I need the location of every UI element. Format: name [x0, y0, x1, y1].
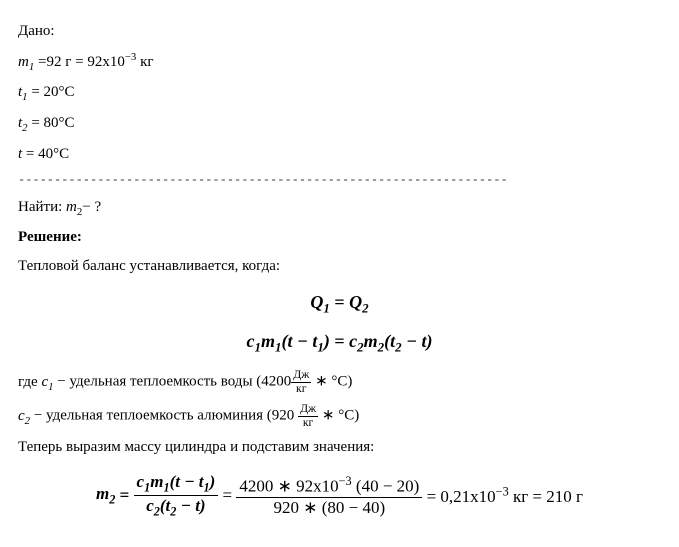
balance-sentence: Тепловой баланс устанавливается, когда: [18, 256, 661, 278]
equation-final: m2 = c1m1(t − t1) c2(t2 − t) = 4200 ∗ 92… [18, 472, 661, 519]
find-suffix: − ? [82, 199, 101, 215]
q2: Q2 [349, 292, 368, 312]
given-m1: m1 =92 г = 92х10−3 кг [18, 50, 661, 76]
c2-var: c2 [18, 408, 30, 424]
eq2-lhs: c1m1(t − t1) [246, 331, 334, 351]
eq-sign-1: = [330, 292, 349, 312]
m1-exp: −3 [125, 51, 137, 63]
c2-line: c2 − удельная теплоемкость алюминия (920… [18, 403, 661, 430]
eq2-rhs: c2m2(t2 − t) [349, 331, 432, 351]
final-symbolic-frac: c1m1(t − t1) c2(t2 − t) [134, 472, 219, 519]
given-t1: t1 = 20°C [18, 82, 661, 106]
given-t2: t2 = 80°C [18, 113, 661, 137]
solution-label: Решение: [18, 227, 661, 249]
t2-value: = 80°C [28, 115, 75, 131]
c1-pre: где [18, 374, 41, 390]
divider: ----------------------------------------… [18, 172, 661, 189]
t-value: = 40°C [22, 146, 69, 162]
final-lhs: m2 [96, 484, 115, 503]
c1-tail: ∗ °C) [311, 374, 352, 390]
eq-sign-2: = [334, 331, 349, 351]
var-t1: t1 [18, 84, 28, 100]
c1-mid: − удельная теплоемкость воды (4200 [54, 374, 292, 390]
c2-mid: − удельная теплоемкость алюминия (920 [30, 407, 298, 423]
final-numeric-frac: 4200 ∗ 92х10−3 (40 − 20) 920 ∗ (80 − 40) [236, 474, 422, 518]
find-prefix: Найти: [18, 199, 66, 215]
c1-line: где c1 − удельная теплоемкость воды (420… [18, 369, 661, 396]
var-m1: m1 [18, 54, 34, 70]
find-line: Найти: m2− ? [18, 197, 661, 221]
equation-q1-q2: Q1 = Q2 [18, 292, 661, 317]
given-label: Дано: [18, 21, 661, 43]
m1-unit: кг [136, 54, 153, 70]
c1-unit-frac: Джкг [291, 369, 311, 396]
c2-unit-frac: Джкг [298, 403, 318, 430]
var-t2: t2 [18, 115, 28, 131]
express-line: Теперь выразим массу цилиндра и подстави… [18, 437, 661, 459]
c1-var: c1 [41, 374, 53, 390]
m1-value: =92 г = 92х10 [38, 54, 125, 70]
q1: Q1 [310, 292, 329, 312]
final-eq1: = [115, 486, 133, 505]
find-var: m [66, 199, 77, 215]
final-result: = 0,21х10−3 кг = 210 г [427, 487, 583, 506]
c2-tail: ∗ °C) [318, 407, 359, 423]
equation-heat-balance: c1m1(t − t1) = c2m2(t2 − t) [18, 331, 661, 356]
final-eq2: = [223, 486, 237, 505]
given-t: t = 40°C [18, 144, 661, 166]
t1-value: = 20°C [28, 84, 75, 100]
